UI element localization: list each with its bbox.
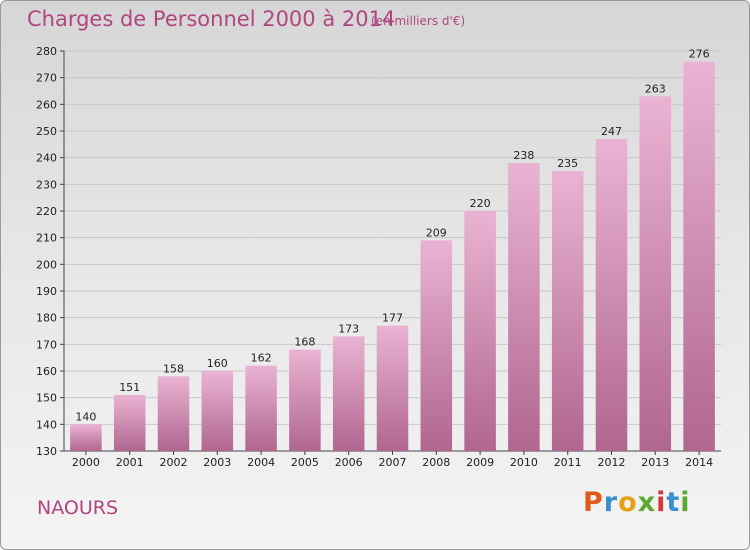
y-tick-label: 150 — [36, 392, 57, 405]
x-tick-label-2004: 2004 — [247, 456, 275, 469]
logo-letter: i — [656, 487, 667, 518]
y-tick-label: 160 — [36, 365, 57, 378]
bar-2009 — [464, 211, 496, 451]
data-label-2001: 151 — [119, 381, 140, 394]
data-label-2004: 162 — [251, 352, 272, 365]
x-tick-label-2005: 2005 — [291, 456, 319, 469]
bar-2013 — [639, 96, 672, 451]
bar-2010 — [508, 163, 540, 451]
y-tick-label: 280 — [36, 45, 57, 58]
logo-letter: t — [666, 487, 681, 518]
bar-2011 — [551, 171, 584, 451]
y-tick-label: 250 — [36, 125, 57, 138]
bar-2004 — [245, 365, 277, 451]
data-label-2007: 177 — [382, 312, 403, 325]
x-tick-label-2014: 2014 — [685, 456, 713, 469]
bar-2008 — [420, 240, 453, 451]
logo-letter: P — [583, 487, 604, 518]
data-label-2008: 209 — [426, 226, 447, 239]
data-label-2013: 263 — [645, 82, 666, 95]
data-label-2011: 235 — [557, 157, 578, 170]
data-label-2009: 220 — [470, 197, 491, 210]
y-tick-label: 190 — [36, 285, 57, 298]
bar-2007 — [376, 325, 409, 451]
bar-2012 — [595, 139, 628, 451]
data-label-2010: 238 — [513, 149, 534, 162]
data-label-2002: 158 — [163, 362, 184, 375]
proxiti-logo[interactable]: Proxiti — [583, 487, 691, 518]
bar-2005 — [289, 349, 321, 451]
bar-2001 — [113, 395, 146, 451]
data-labels: 140 151 158 160 162 168 173 177 209 220 238 235 247 2… — [75, 48, 709, 424]
y-tick-label: 210 — [36, 232, 57, 245]
y-tick-label: 130 — [36, 445, 57, 458]
commune-name: NAOURS — [37, 497, 119, 519]
y-tick-label: 170 — [36, 338, 57, 351]
x-tick-labels: 2000 2001 2002 2003 2004 2005 2006 2007 2008 2009… — [72, 451, 713, 469]
data-label-2003: 160 — [207, 357, 228, 370]
x-tick-label-2012: 2012 — [598, 456, 626, 469]
y-tick-labels: 130 140 150 160 170 180 190 200 210 220 230 240 250 2… — [36, 45, 57, 458]
x-tick-label-2003: 2003 — [203, 456, 231, 469]
y-tick-label: 240 — [36, 152, 57, 165]
logo-letter: r — [603, 487, 619, 518]
x-tick-label-2000: 2000 — [72, 456, 100, 469]
x-tick-label-2001: 2001 — [116, 456, 144, 469]
x-tick-label-2013: 2013 — [641, 456, 669, 469]
x-tick-label-2007: 2007 — [379, 456, 407, 469]
y-tick-label: 260 — [36, 98, 57, 111]
logo-letter: x — [637, 487, 657, 518]
x-tick-label-2011: 2011 — [554, 456, 582, 469]
bar-2000 — [70, 424, 102, 451]
x-tick-label-2008: 2008 — [422, 456, 450, 469]
data-label-2005: 168 — [294, 336, 315, 349]
y-tick-label: 140 — [36, 418, 57, 431]
x-tick-label-2010: 2010 — [510, 456, 538, 469]
y-tick-label: 200 — [36, 258, 57, 271]
data-label-2000: 140 — [75, 410, 96, 423]
chart-title: Charges de Personnel 2000 à 2014 — [27, 7, 396, 31]
bar-2002 — [157, 376, 190, 451]
bar-2006 — [332, 336, 365, 451]
chart-subtitle: (en milliers d'€) — [371, 14, 466, 28]
y-tick-label: 270 — [36, 72, 57, 85]
x-tick-label-2009: 2009 — [466, 456, 494, 469]
bar-2014 — [683, 61, 715, 452]
bar-2003 — [201, 371, 234, 451]
data-label-2012: 247 — [601, 125, 622, 138]
logo-letter: o — [618, 487, 638, 518]
x-tick-label-2002: 2002 — [160, 456, 188, 469]
y-tick-label: 220 — [36, 205, 57, 218]
y-tick-label: 180 — [36, 312, 57, 325]
logo-letter: i — [680, 487, 691, 518]
data-label-2006: 173 — [338, 322, 359, 335]
bars — [70, 61, 715, 452]
y-tick-label: 230 — [36, 178, 57, 191]
data-label-2014: 276 — [689, 48, 710, 61]
x-tick-label-2006: 2006 — [335, 456, 363, 469]
